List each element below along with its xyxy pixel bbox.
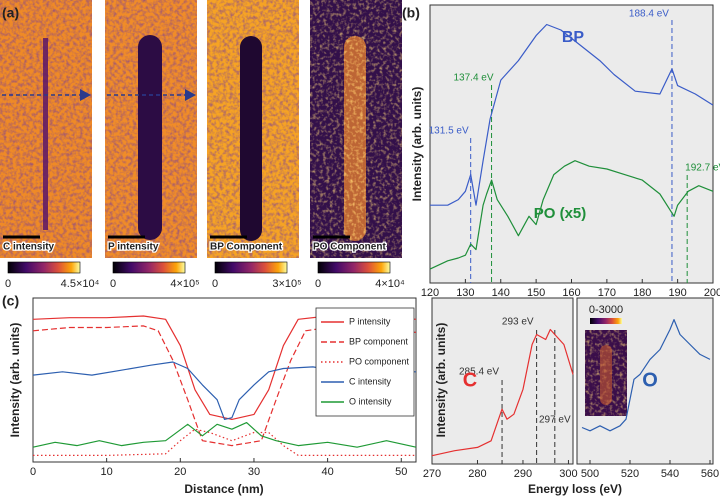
x-tick-label: 500	[581, 468, 599, 480]
x-tick-label: 520	[621, 468, 639, 480]
series-label: PO (x5)	[534, 205, 587, 222]
x-tick-label: 170	[598, 287, 616, 299]
colorbar-label: 4×10⁴	[375, 278, 405, 290]
legend-label: BP component	[349, 336, 408, 346]
annotation-label: 293 eV	[502, 317, 534, 328]
series-line	[431, 328, 574, 457]
x-tick-label: 10	[101, 466, 113, 478]
y-axis-title: Intensity (arb. units)	[410, 87, 424, 202]
colorbar	[214, 261, 288, 274]
x-tick-label: 20	[174, 466, 186, 478]
series-line	[33, 428, 416, 456]
panel-label: (c)	[2, 293, 19, 309]
x-tick-label: 140	[492, 287, 510, 299]
annotation-label: 285.4 eV	[459, 367, 499, 378]
x-axis-title: Energy loss (eV)	[528, 482, 622, 496]
annotation-label: 297 eV	[539, 415, 571, 426]
x-tick-label: 190	[668, 287, 686, 299]
x-tick-label: 300	[559, 468, 577, 480]
x-tick-label: 30	[248, 466, 260, 478]
colorbar-label: 0	[5, 278, 11, 290]
y-axis-title: Intensity (arb. units)	[8, 323, 22, 438]
x-tick-label: 150	[527, 287, 545, 299]
colorbar-label: 0	[110, 278, 116, 290]
plot-area	[429, 4, 714, 284]
legend-box	[315, 307, 415, 417]
x-tick-label: 560	[701, 468, 719, 480]
series-line	[32, 422, 417, 448]
map-rod	[43, 38, 48, 230]
map-label: PO Component	[313, 242, 386, 253]
colorbar-label: 3×10⁵	[272, 278, 301, 290]
x-tick-label: 290	[514, 468, 532, 480]
colorbar	[7, 261, 81, 274]
series-line	[581, 319, 711, 432]
inset-colorbar	[590, 318, 622, 324]
series-line	[32, 325, 417, 447]
legend-label: P intensity	[349, 316, 391, 326]
map-label: BP Component	[210, 242, 283, 253]
series-line	[430, 23, 714, 206]
colorbar	[317, 261, 391, 274]
x-tick-label: 120	[421, 287, 439, 299]
x-tick-label: 540	[661, 468, 679, 480]
x-tick-label: 40	[321, 466, 333, 478]
inset-rod	[600, 345, 612, 405]
scan-arrow-head	[80, 89, 91, 101]
series-label: BP	[562, 29, 585, 46]
colorbar-label: 0	[212, 278, 218, 290]
colorbar	[112, 261, 186, 274]
panel-label: (b)	[402, 5, 420, 21]
x-tick-label: 0	[30, 466, 36, 478]
x-tick-label: 200	[704, 287, 720, 299]
x-axis-title: Distance (nm)	[184, 482, 263, 496]
x-tick-label: 160	[562, 287, 580, 299]
panel-label: (a)	[2, 5, 19, 21]
map-label: P intensity	[108, 242, 159, 253]
series-line	[429, 160, 714, 270]
colorbar-label: 0	[315, 278, 321, 290]
x-tick-label: 130	[456, 287, 474, 299]
colorbar-label: 4.5×10⁴	[61, 278, 100, 290]
y-axis-title: Intensity (arb. units)	[434, 323, 448, 438]
annotation-label: 188.4 eV	[629, 9, 669, 20]
inset-label: 0-3000	[589, 304, 623, 316]
x-tick-label: 280	[468, 468, 486, 480]
map-rod	[240, 36, 262, 241]
annotation-label: 192.7 eV	[685, 163, 720, 174]
map-label: C intensity	[3, 242, 55, 253]
colorbar-label: 4×10⁵	[170, 278, 199, 290]
series-label: O	[642, 369, 658, 391]
legend-label: PO component	[349, 356, 410, 366]
annotation-label: 131.5 eV	[429, 126, 469, 137]
scan-arrow-head	[185, 89, 196, 101]
annotation-label: 137.4 eV	[454, 73, 494, 84]
legend-label: O intensity	[349, 396, 392, 406]
x-tick-label: 50	[395, 466, 407, 478]
legend-label: C intensity	[349, 376, 392, 386]
map-rod	[138, 35, 162, 240]
x-tick-label: 180	[633, 287, 651, 299]
series-label: C	[463, 369, 477, 391]
x-tick-label: 270	[423, 468, 441, 480]
map-noise	[344, 36, 366, 241]
